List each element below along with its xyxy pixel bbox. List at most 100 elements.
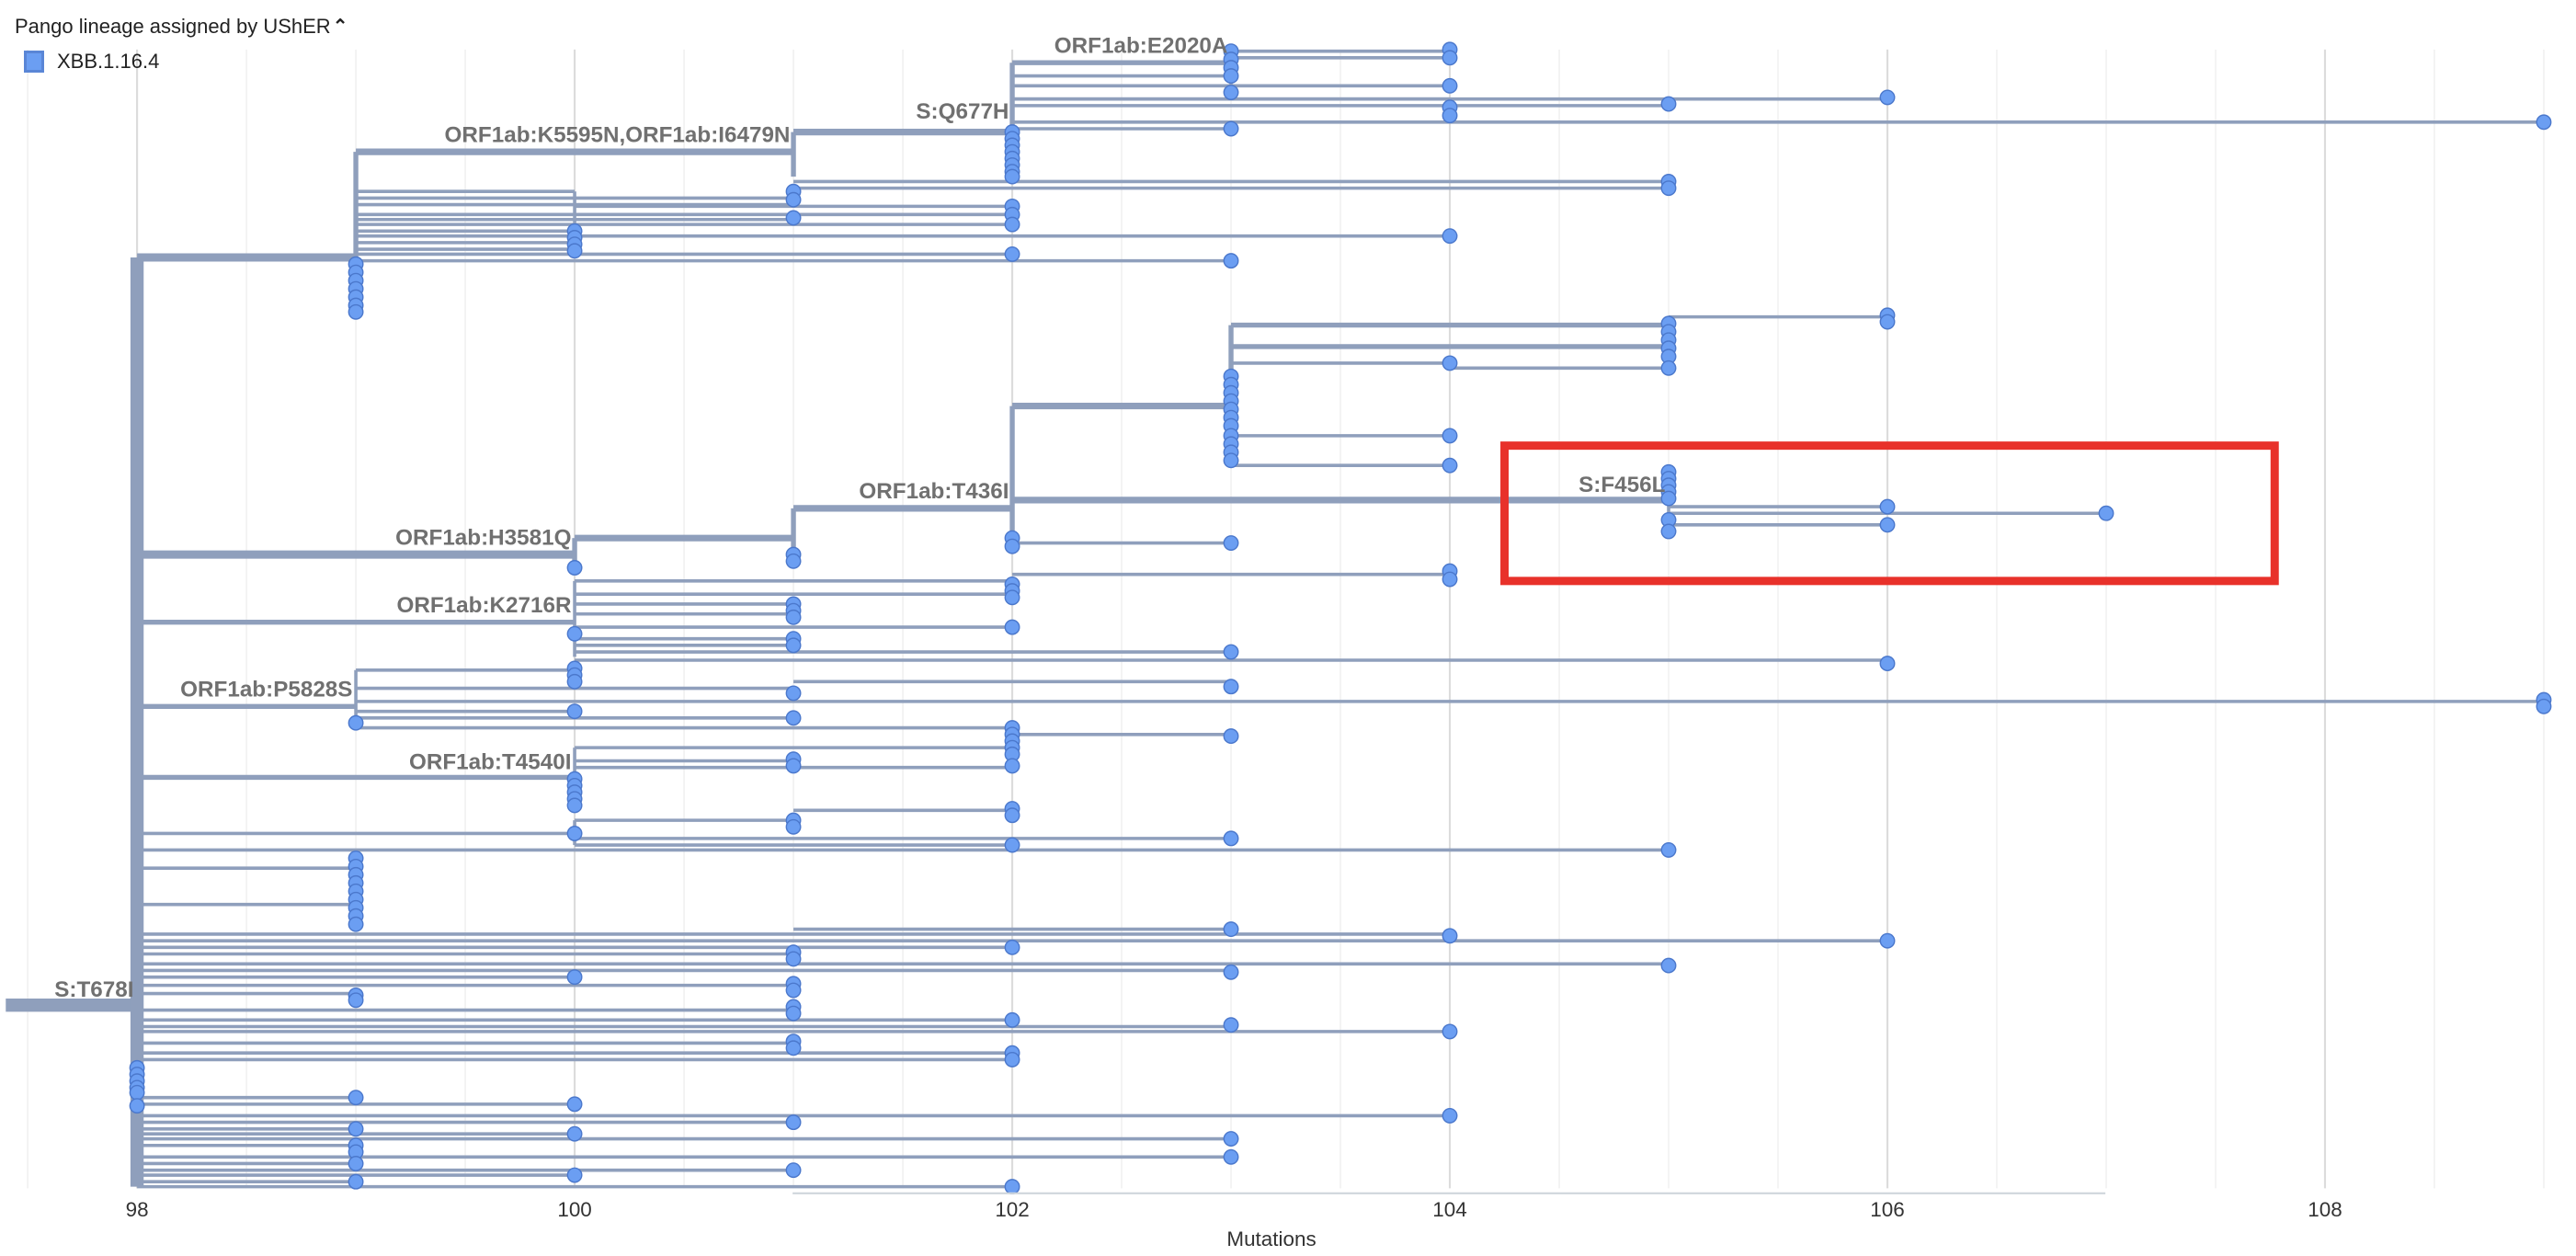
sample-node[interactable] xyxy=(566,1096,583,1113)
sample-node[interactable] xyxy=(785,1162,802,1179)
sample-node[interactable] xyxy=(1660,841,1677,858)
sample-node[interactable] xyxy=(1660,957,1677,974)
mutation-label: S:Q677H xyxy=(916,99,1009,124)
sample-node[interactable] xyxy=(566,826,583,841)
sample-node[interactable] xyxy=(2536,114,2552,131)
sample-node[interactable] xyxy=(1223,253,1239,269)
sample-node[interactable] xyxy=(1442,108,1458,124)
sample-node[interactable] xyxy=(1004,589,1020,606)
sample-node[interactable] xyxy=(1879,656,1896,672)
sample-node[interactable] xyxy=(785,1114,802,1131)
sample-node[interactable] xyxy=(785,1040,802,1056)
sample-node[interactable] xyxy=(1004,245,1020,262)
sample-node[interactable] xyxy=(348,1121,364,1137)
sample-node[interactable] xyxy=(1223,452,1239,469)
sample-node[interactable] xyxy=(1223,830,1239,847)
sample-node[interactable] xyxy=(1223,728,1239,745)
sample-node[interactable] xyxy=(785,710,802,726)
sample-node[interactable] xyxy=(1004,939,1020,955)
sample-node[interactable] xyxy=(348,1090,364,1106)
sample-node[interactable] xyxy=(566,625,583,642)
sample-node[interactable] xyxy=(1442,1023,1458,1040)
sample-node[interactable] xyxy=(1879,498,1896,515)
sample-node[interactable] xyxy=(348,1156,364,1171)
sample-node[interactable] xyxy=(785,1005,802,1022)
sample-node[interactable] xyxy=(1660,180,1677,197)
sample-node[interactable] xyxy=(1004,538,1020,554)
sample-node[interactable] xyxy=(1660,523,1677,540)
sample-node[interactable] xyxy=(348,303,364,320)
sample-node[interactable] xyxy=(566,703,583,720)
sample-node[interactable] xyxy=(1004,1051,1020,1068)
sample-node[interactable] xyxy=(1879,89,1896,106)
sample-node[interactable] xyxy=(1442,457,1458,474)
sample-node[interactable] xyxy=(1223,679,1239,695)
sample-node[interactable] xyxy=(1223,964,1239,980)
sample-node[interactable] xyxy=(1004,216,1020,233)
sample-node[interactable] xyxy=(1442,1107,1458,1124)
sample-node[interactable] xyxy=(785,191,802,208)
sample-node[interactable] xyxy=(1004,1179,1020,1195)
sample-node[interactable] xyxy=(1004,168,1020,185)
tree-nodes[interactable] xyxy=(129,41,2552,1195)
sample-node[interactable] xyxy=(1223,1017,1239,1033)
sample-node[interactable] xyxy=(1004,807,1020,824)
sample-node[interactable] xyxy=(785,685,802,702)
sample-node[interactable] xyxy=(2098,505,2114,521)
sample-node[interactable] xyxy=(566,560,583,576)
sample-node[interactable] xyxy=(1442,228,1458,245)
sample-node[interactable] xyxy=(1442,77,1458,94)
sample-node[interactable] xyxy=(2536,698,2552,714)
sample-node[interactable] xyxy=(129,1098,145,1114)
sample-node[interactable] xyxy=(1223,535,1239,551)
x-tick-label: 102 xyxy=(995,1198,1029,1221)
sample-node[interactable] xyxy=(348,714,364,731)
sample-node[interactable] xyxy=(1442,571,1458,588)
sample-node[interactable] xyxy=(566,1167,583,1183)
sample-node[interactable] xyxy=(566,243,583,259)
sample-node[interactable] xyxy=(1660,360,1677,376)
sample-node[interactable] xyxy=(1442,928,1458,944)
sample-node[interactable] xyxy=(1879,517,1896,533)
sample-node[interactable] xyxy=(1223,1148,1239,1165)
legend-title-toggle[interactable]: Pango lineage assigned by UShER ⌃ xyxy=(15,15,348,39)
sample-node[interactable] xyxy=(1660,96,1677,112)
sample-node[interactable] xyxy=(1223,921,1239,938)
sample-node[interactable] xyxy=(348,1173,364,1190)
sample-node[interactable] xyxy=(566,1125,583,1142)
sample-node[interactable] xyxy=(1660,490,1677,507)
sample-node[interactable] xyxy=(1223,120,1239,137)
sample-node[interactable] xyxy=(348,992,364,1009)
sample-node[interactable] xyxy=(1004,837,1020,853)
sample-node[interactable] xyxy=(1442,355,1458,371)
sample-node[interactable] xyxy=(1879,932,1896,949)
sample-node[interactable] xyxy=(785,553,802,569)
legend-item-xbb-1-16-4[interactable]: XBB.1.16.4 xyxy=(24,50,348,74)
sample-node[interactable] xyxy=(785,951,802,967)
sample-node[interactable] xyxy=(1004,1011,1020,1028)
sample-node[interactable] xyxy=(1223,85,1239,100)
sample-node[interactable] xyxy=(1223,1131,1239,1147)
sample-node[interactable] xyxy=(785,637,802,654)
x-axis-title: Mutations xyxy=(1226,1227,1316,1250)
sample-node[interactable] xyxy=(1004,619,1020,635)
sample-node[interactable] xyxy=(1004,758,1020,774)
sample-node[interactable] xyxy=(1223,68,1239,85)
sample-node[interactable] xyxy=(785,609,802,625)
sample-node[interactable] xyxy=(566,673,583,690)
sample-node[interactable] xyxy=(566,969,583,986)
sample-node[interactable] xyxy=(348,916,364,932)
sample-node[interactable] xyxy=(1879,314,1896,330)
sample-node[interactable] xyxy=(1442,428,1458,444)
sample-node[interactable] xyxy=(566,797,583,814)
sample-node[interactable] xyxy=(1223,644,1239,660)
sample-node[interactable] xyxy=(785,758,802,774)
tree-branches[interactable] xyxy=(6,49,2544,1189)
sample-node[interactable] xyxy=(1442,50,1458,66)
sample-node[interactable] xyxy=(785,818,802,835)
sample-node[interactable] xyxy=(785,210,802,226)
sample-node[interactable] xyxy=(785,982,802,999)
sample-node[interactable] xyxy=(129,1084,145,1101)
mutation-label: ORF1ab:P5828S xyxy=(180,677,352,702)
